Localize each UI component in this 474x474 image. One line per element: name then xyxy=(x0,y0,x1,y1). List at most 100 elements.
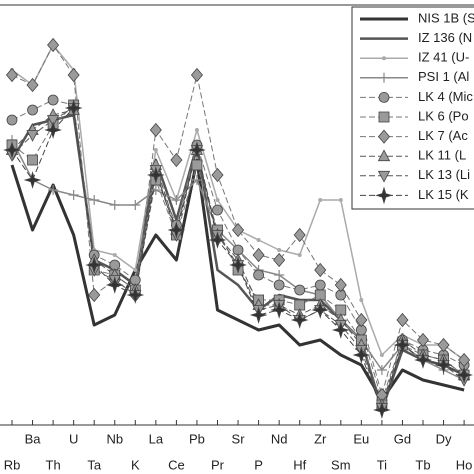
data-point xyxy=(352,346,371,364)
data-point xyxy=(48,185,59,195)
series-line xyxy=(11,109,465,406)
legend-marker xyxy=(379,72,389,83)
data-point xyxy=(212,204,223,216)
data-point xyxy=(273,279,285,291)
data-point xyxy=(194,128,199,132)
data-point xyxy=(253,269,265,281)
legend-marker xyxy=(378,92,390,103)
data-point xyxy=(294,284,306,296)
data-point xyxy=(338,198,343,202)
data-point xyxy=(252,247,265,263)
data-point xyxy=(68,190,79,200)
data-point xyxy=(314,262,327,278)
legend-marker xyxy=(377,129,391,144)
data-point xyxy=(416,332,430,348)
data-point xyxy=(191,175,202,185)
data-point xyxy=(434,356,453,374)
data-point xyxy=(89,195,100,205)
x-tick-label: Th xyxy=(46,457,61,472)
data-point xyxy=(215,198,220,202)
legend-label: LK 7 (Ac xyxy=(418,128,468,143)
data-point xyxy=(331,321,350,339)
x-tick-label: Eu xyxy=(353,431,369,446)
x-tick-label: K xyxy=(131,457,140,472)
data-point xyxy=(249,306,268,324)
data-point xyxy=(188,141,206,159)
x-tick-label: Ti xyxy=(377,457,387,472)
data-point xyxy=(256,238,261,242)
data-point xyxy=(229,256,247,274)
x-tick-label: Ce xyxy=(168,457,185,472)
data-point xyxy=(396,312,409,328)
x-tick-label: Ho xyxy=(456,457,473,472)
data-point xyxy=(167,221,186,239)
data-point xyxy=(85,256,104,274)
data-point xyxy=(26,130,39,142)
data-point xyxy=(27,104,38,116)
data-point xyxy=(44,121,62,139)
x-tick-label: Sm xyxy=(331,457,351,472)
data-point xyxy=(393,336,412,354)
data-point xyxy=(170,152,183,168)
data-point xyxy=(27,154,38,166)
data-point xyxy=(270,301,289,319)
data-point xyxy=(88,287,101,303)
x-tick-label: Ba xyxy=(25,431,42,446)
data-point xyxy=(318,198,323,202)
data-point xyxy=(26,77,39,93)
legend-marker xyxy=(382,56,386,61)
x-tick-label: U xyxy=(69,431,78,446)
data-point xyxy=(64,99,83,117)
data-point xyxy=(5,67,19,83)
x-tick-label: P xyxy=(254,457,263,472)
data-point xyxy=(373,401,391,419)
data-point xyxy=(133,268,138,272)
x-tick-label: Tb xyxy=(415,457,430,472)
data-point xyxy=(23,171,42,189)
data-point xyxy=(112,253,117,257)
legend-label: LK 4 (Mic xyxy=(418,89,473,104)
legend-marker xyxy=(375,186,393,205)
x-tick-label: Zr xyxy=(314,431,327,446)
data-point xyxy=(146,166,165,184)
x-tick-label: Nd xyxy=(271,431,288,446)
data-point xyxy=(153,148,158,152)
legend-label: IZ 136 (N xyxy=(418,30,472,45)
data-point xyxy=(376,365,387,375)
legend-marker xyxy=(377,149,391,162)
data-point xyxy=(211,167,224,183)
x-tick-label: Hf xyxy=(293,457,306,472)
data-point xyxy=(47,37,60,53)
data-point xyxy=(334,277,347,293)
data-point xyxy=(273,252,286,268)
x-tick-label: Gd xyxy=(394,431,411,446)
data-point xyxy=(359,298,364,302)
legend-label: LK 11 (L xyxy=(418,148,466,163)
data-point xyxy=(149,122,162,138)
legend-label: LK 15 (K xyxy=(418,187,469,202)
data-point xyxy=(47,94,59,106)
data-point xyxy=(293,227,306,243)
legend-marker xyxy=(377,170,391,183)
legend-marker xyxy=(378,111,390,123)
data-point xyxy=(314,279,326,291)
x-tick-label: Dy xyxy=(436,431,452,446)
data-point xyxy=(455,366,473,384)
legend-label: LK 13 (Li xyxy=(418,167,470,182)
data-point xyxy=(311,301,330,319)
legend-label: NIS 1B (S xyxy=(418,10,474,25)
legend-label: PSI 1 (Al xyxy=(418,69,469,84)
x-tick-label: La xyxy=(149,431,164,446)
data-point xyxy=(6,114,18,126)
x-tick-label: Ta xyxy=(87,457,102,472)
data-point xyxy=(150,185,161,195)
data-point xyxy=(277,248,282,252)
x-tick-label: Pr xyxy=(211,457,225,472)
x-tick-label: Nb xyxy=(106,431,123,446)
data-point xyxy=(171,195,182,205)
data-point xyxy=(109,200,120,210)
data-point xyxy=(208,231,227,249)
series-line xyxy=(11,107,465,411)
